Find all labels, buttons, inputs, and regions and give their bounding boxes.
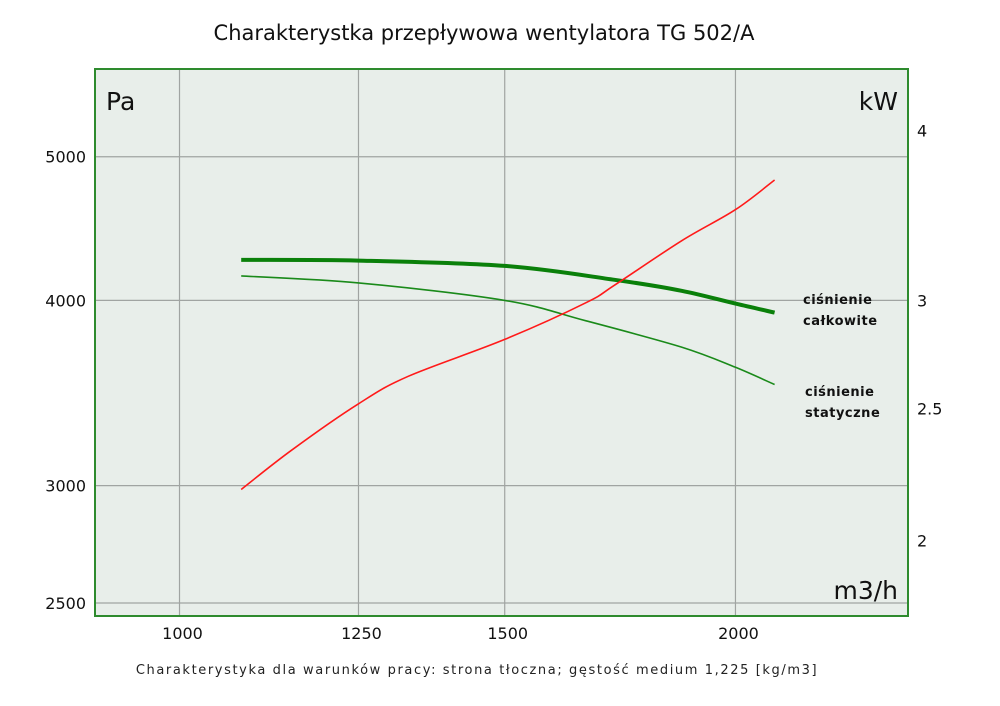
series-label: statyczne [805, 406, 880, 421]
y-right-tick-label: 4 [917, 122, 927, 141]
series-label: ciśnienie [803, 293, 872, 308]
y-right-unit-label: kW [859, 87, 898, 116]
footnote: Charakterystyka dla warunków pracy: stro… [136, 663, 818, 678]
y-left-tick-label: 4000 [45, 291, 86, 310]
y-right-tick-label: 2.5 [917, 400, 942, 419]
tick-labels: 1000 1250 1500 2000 2500 3000 4000 5000 2 2.5 3 4 [45, 122, 942, 643]
total-pressure-curve [241, 257, 776, 315]
series-label: całkowite [803, 314, 878, 329]
x-tick-label: 2000 [718, 624, 759, 643]
series-labels: ciśnienie całkowite ciśnienie statyczne [803, 293, 880, 421]
series-label: ciśnienie [805, 385, 874, 400]
y-left-tick-label: 3000 [45, 477, 86, 496]
x-tick-label: 1500 [487, 624, 528, 643]
plot-area [95, 69, 908, 616]
y-left-unit-label: Pa [106, 87, 135, 116]
x-tick-label: 1000 [162, 624, 203, 643]
x-tick-label: 1250 [341, 624, 382, 643]
y-left-tick-label: 2500 [45, 594, 86, 613]
y-right-tick-label: 2 [917, 531, 927, 550]
series-group [240, 179, 776, 491]
chart-title: Charakterystka przepływowa wentylatora T… [214, 21, 756, 45]
y-right-tick-label: 3 [917, 292, 927, 311]
plot-frame [94, 68, 909, 617]
y-left-tick-label: 5000 [45, 148, 86, 167]
power-curve [240, 179, 776, 491]
x-unit-label: m3/h [833, 576, 898, 605]
